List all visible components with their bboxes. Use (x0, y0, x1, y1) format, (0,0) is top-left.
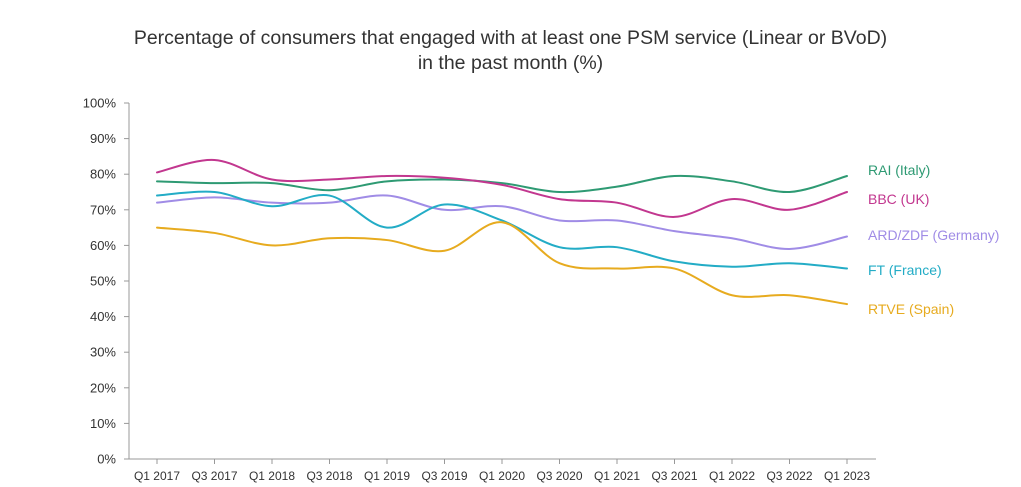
x-axis-ticks: Q1 2017 Q3 2017 Q1 2018 Q3 2018 Q1 2019 Q3 20… (134, 459, 870, 483)
x-tick-label: Q1 2021 (594, 469, 640, 483)
series-line-ft-france (156, 190, 848, 270)
x-tick-label: Q1 2023 (824, 469, 870, 483)
chart-title: Percentage of consumers that engaged wit… (0, 26, 1021, 76)
y-tick-label: 80% (90, 167, 116, 182)
y-tick-label: 20% (90, 380, 116, 395)
x-tick-label: Q3 2017 (191, 469, 237, 483)
x-tick-label: Q3 2020 (536, 469, 582, 483)
x-tick-label: Q1 2020 (479, 469, 525, 483)
y-tick-label: 70% (90, 202, 116, 217)
y-tick-label: 40% (90, 309, 116, 324)
y-axis-ticks: 0% 10% 20% 30% 40% 50% 60% 70% 80% 90% 100% (83, 96, 129, 467)
legend: RAI (Italy) BBC (UK) ARD/ZDF (Germany) FT (… (868, 162, 999, 317)
chart-title-line-1: Percentage of consumers that engaged wit… (133, 27, 888, 49)
y-tick-label: 100% (83, 96, 117, 111)
x-tick-label: Q3 2018 (306, 469, 352, 483)
y-tick-label: 50% (90, 274, 116, 289)
x-tick-label: Q3 2021 (651, 469, 697, 483)
series-line-bbc-uk (156, 158, 848, 218)
series-line-rai-italy (156, 174, 848, 194)
series-line-ard-zdf-germany (156, 194, 848, 250)
legend-label-bbc-uk: BBC (UK) (868, 191, 929, 207)
x-tick-label: Q1 2017 (134, 469, 180, 483)
y-tick-label: 90% (90, 131, 116, 146)
legend-label-rtve-spain: RTVE (Spain) (868, 301, 954, 317)
y-tick-label: 60% (90, 238, 116, 253)
legend-label-ard-zdf-germany: ARD/ZDF (Germany) (868, 227, 999, 243)
series-lines (156, 158, 848, 306)
y-tick-label: 30% (90, 345, 116, 360)
x-tick-label: Q3 2022 (766, 469, 812, 483)
legend-label-rai-italy: RAI (Italy) (868, 162, 930, 178)
x-tick-label: Q3 2019 (421, 469, 467, 483)
chart-title-line-2: in the past month (%) (417, 52, 604, 74)
x-tick-label: Q1 2018 (249, 469, 295, 483)
series-line-rtve-spain (156, 221, 848, 306)
x-tick-label: Q1 2019 (364, 469, 410, 483)
y-tick-label: 0% (97, 452, 116, 467)
y-tick-label: 10% (90, 416, 116, 431)
legend-label-ft-france: FT (France) (868, 262, 942, 278)
x-tick-label: Q1 2022 (709, 469, 755, 483)
